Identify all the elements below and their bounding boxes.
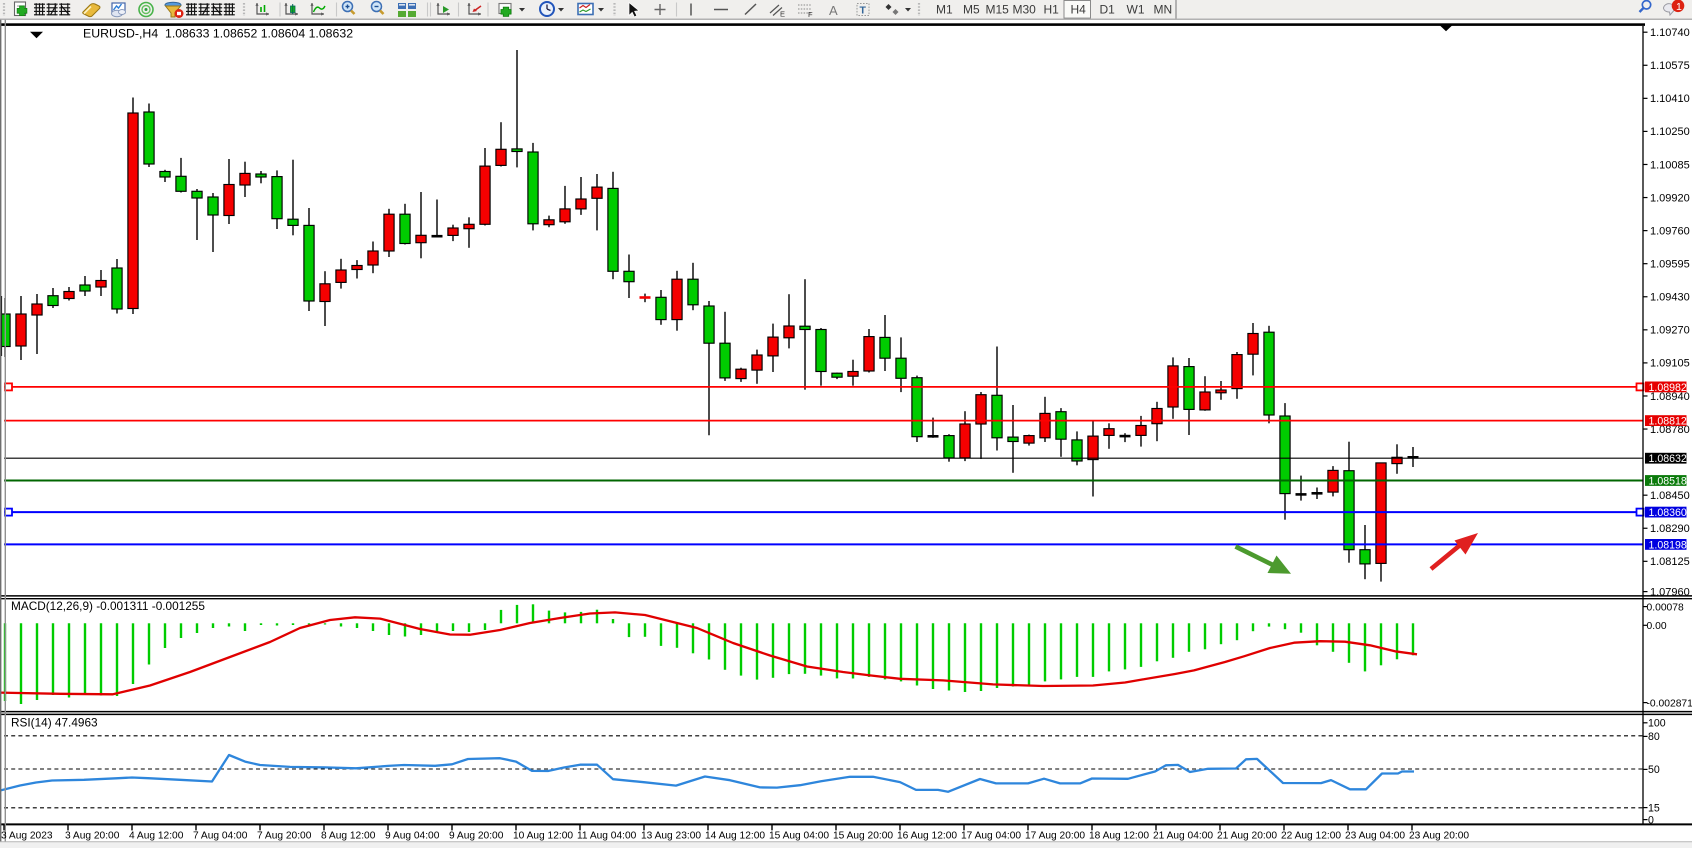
svg-text:7 Aug 20:00: 7 Aug 20:00: [257, 830, 312, 841]
svg-text:23 Aug 04:00: 23 Aug 04:00: [1345, 830, 1405, 841]
svg-text:EURUSD-,H4 1.08633 1.08652 1.: EURUSD-,H4 1.08633 1.08652 1.08604 1.086…: [83, 27, 353, 41]
svg-text:1.09595: 1.09595: [1650, 258, 1690, 270]
svg-text:3 Aug 20:00: 3 Aug 20:00: [65, 830, 120, 841]
svg-text:9 Aug 20:00: 9 Aug 20:00: [449, 830, 504, 841]
svg-text:15 Aug 04:00: 15 Aug 04:00: [769, 830, 829, 841]
svg-text:1.10740: 1.10740: [1650, 27, 1690, 39]
svg-text:21 Aug 20:00: 21 Aug 20:00: [1217, 830, 1277, 841]
svg-text:17 Aug 20:00: 17 Aug 20:00: [1025, 830, 1085, 841]
svg-text:MACD(12,26,9) -0.001311 -0.001: MACD(12,26,9) -0.001311 -0.001255: [11, 599, 205, 613]
svg-text:17 Aug 04:00: 17 Aug 04:00: [961, 830, 1021, 841]
svg-text:H4: H4: [1071, 3, 1087, 17]
svg-text:1.08125: 1.08125: [1650, 556, 1690, 568]
svg-text:1.08812: 1.08812: [1649, 416, 1687, 428]
svg-text:1: 1: [1676, 1, 1682, 13]
svg-text:T: T: [860, 5, 867, 17]
svg-text:MN: MN: [1154, 3, 1173, 17]
svg-text:-0.002871: -0.002871: [1647, 698, 1692, 709]
svg-text:M30: M30: [1013, 3, 1037, 17]
svg-text:4 Aug 12:00: 4 Aug 12:00: [129, 830, 184, 841]
svg-text:22 Aug 12:00: 22 Aug 12:00: [1281, 830, 1341, 841]
svg-text:1.10085: 1.10085: [1650, 159, 1690, 171]
svg-text:M5: M5: [963, 3, 980, 17]
svg-text:E: E: [780, 10, 785, 19]
svg-text:15: 15: [1648, 802, 1660, 814]
svg-text:13 Aug 23:00: 13 Aug 23:00: [641, 830, 701, 841]
svg-text:1.08940: 1.08940: [1650, 391, 1690, 403]
svg-text:1.08360: 1.08360: [1649, 507, 1687, 519]
svg-text:23 Aug 20:00: 23 Aug 20:00: [1409, 830, 1469, 841]
svg-text:21 Aug 04:00: 21 Aug 04:00: [1153, 830, 1213, 841]
svg-text:0: 0: [1648, 814, 1654, 826]
svg-text:1.09760: 1.09760: [1650, 225, 1690, 237]
svg-text:1.09920: 1.09920: [1650, 192, 1690, 204]
svg-text:0.00: 0.00: [1647, 621, 1667, 632]
svg-text:1.08198: 1.08198: [1649, 539, 1687, 551]
svg-text:M1: M1: [936, 3, 953, 17]
svg-text:15 Aug 20:00: 15 Aug 20:00: [833, 830, 893, 841]
svg-text:14 Aug 12:00: 14 Aug 12:00: [705, 830, 765, 841]
svg-text:11 Aug 04:00: 11 Aug 04:00: [577, 830, 637, 841]
svg-text:7 Aug 04:00: 7 Aug 04:00: [193, 830, 248, 841]
svg-text:1.10575: 1.10575: [1650, 60, 1690, 72]
svg-text:50: 50: [1648, 764, 1660, 776]
svg-text:M15: M15: [986, 3, 1010, 17]
svg-text:0.00078: 0.00078: [1647, 602, 1684, 613]
svg-text:A: A: [829, 3, 838, 18]
svg-text:1.09430: 1.09430: [1650, 292, 1690, 304]
svg-text:1.10250: 1.10250: [1650, 126, 1690, 138]
svg-text:1.09270: 1.09270: [1650, 325, 1690, 337]
svg-text:H1: H1: [1044, 3, 1060, 17]
svg-text:9 Aug 04:00: 9 Aug 04:00: [385, 830, 440, 841]
svg-text:16 Aug 12:00: 16 Aug 12:00: [897, 830, 957, 841]
svg-text:3 Aug 2023: 3 Aug 2023: [1, 830, 53, 841]
svg-text:1.08632: 1.08632: [1649, 453, 1687, 465]
svg-text:RSI(14) 47.4963: RSI(14) 47.4963: [11, 716, 98, 730]
svg-text:D1: D1: [1100, 3, 1116, 17]
svg-text:10 Aug 12:00: 10 Aug 12:00: [513, 830, 573, 841]
svg-text:1.07960: 1.07960: [1650, 586, 1690, 598]
svg-text:100: 100: [1648, 718, 1666, 730]
svg-text:W1: W1: [1127, 3, 1145, 17]
svg-text:1.09105: 1.09105: [1650, 358, 1690, 370]
svg-text:18 Aug 12:00: 18 Aug 12:00: [1089, 830, 1149, 841]
svg-text:F: F: [808, 10, 813, 19]
svg-text:8 Aug 12:00: 8 Aug 12:00: [321, 830, 376, 841]
svg-text:1.08450: 1.08450: [1650, 490, 1690, 502]
svg-text:80: 80: [1648, 731, 1660, 743]
svg-text:1.08982: 1.08982: [1649, 382, 1687, 394]
svg-text:1.08290: 1.08290: [1650, 523, 1690, 535]
svg-text:1.08518: 1.08518: [1649, 476, 1687, 488]
svg-text:1.10410: 1.10410: [1650, 93, 1690, 105]
svg-text:1.08780: 1.08780: [1650, 424, 1690, 436]
